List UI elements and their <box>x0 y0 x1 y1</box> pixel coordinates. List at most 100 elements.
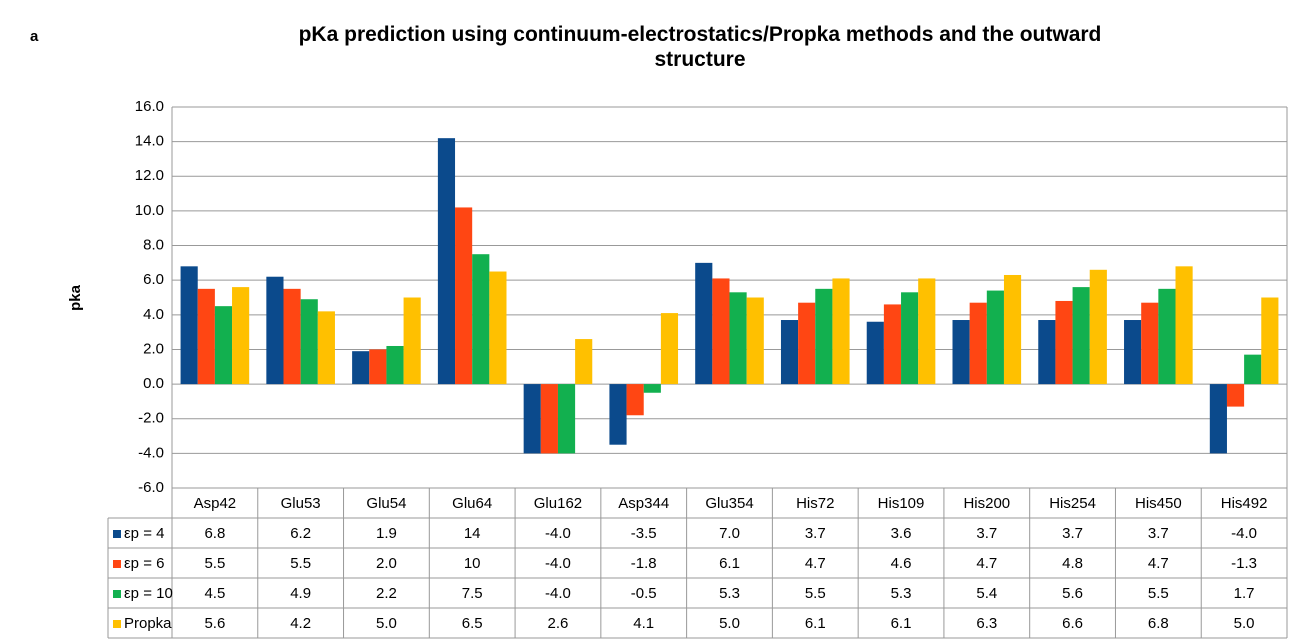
table-value: 5.6 <box>1062 585 1083 602</box>
table-value: -1.8 <box>631 555 657 572</box>
bar <box>197 288 215 385</box>
table-value: 4.7 <box>1148 555 1169 572</box>
x-tick-label: Glu354 <box>705 495 753 512</box>
bar <box>1226 384 1245 407</box>
y-tick-label: 4.0 <box>143 306 164 323</box>
y-tick-label: 14.0 <box>135 133 164 150</box>
bar <box>832 278 850 385</box>
bar <box>266 276 284 385</box>
bar <box>523 384 541 454</box>
x-tick-label: His492 <box>1221 495 1268 512</box>
table-value: -4.0 <box>545 525 571 542</box>
table-value: 5.5 <box>805 585 826 602</box>
bar <box>695 262 713 385</box>
table-value: 5.3 <box>891 585 912 602</box>
bar <box>1038 320 1056 385</box>
bar <box>660 313 679 385</box>
table-value: 3.7 <box>1148 525 1169 542</box>
bar <box>1089 269 1107 385</box>
bar <box>300 299 318 385</box>
table-value: 6.8 <box>1148 615 1169 632</box>
table-value: 4.1 <box>633 615 654 632</box>
bar <box>901 292 919 385</box>
y-tick-label: 6.0 <box>143 271 164 288</box>
x-tick-label: Asp42 <box>194 495 237 512</box>
bar <box>317 311 335 385</box>
table-value: -4.0 <box>1231 525 1257 542</box>
bar <box>214 306 233 385</box>
bar <box>1209 384 1227 454</box>
legend-label: εp = 10 <box>124 585 173 602</box>
bar <box>232 287 250 385</box>
table-value: -4.0 <box>545 585 571 602</box>
bar <box>729 292 747 385</box>
x-tick-label: Glu162 <box>534 495 582 512</box>
table-value: 5.5 <box>1148 585 1169 602</box>
table-value: -4.0 <box>545 555 571 572</box>
y-tick-label: 0.0 <box>143 375 164 392</box>
bar <box>557 384 576 454</box>
bar <box>352 351 370 385</box>
bar <box>1158 288 1176 385</box>
table-value: 6.1 <box>891 615 912 632</box>
bar <box>1003 274 1022 385</box>
chart-title: pKa prediction using continuum-electrost… <box>298 23 1102 71</box>
legend-label: εp = 6 <box>124 555 164 572</box>
table-value: 14 <box>464 525 481 542</box>
bar <box>1244 354 1262 385</box>
legend-swatch <box>113 620 121 628</box>
table-value: 6.1 <box>719 555 740 572</box>
x-tick-label: His200 <box>963 495 1010 512</box>
bar <box>386 345 404 385</box>
bar <box>883 304 902 385</box>
table-value: 3.7 <box>805 525 826 542</box>
x-tick-label: Asp344 <box>618 495 669 512</box>
table-value: 6.5 <box>462 615 483 632</box>
table-value: 5.3 <box>719 585 740 602</box>
bar <box>180 266 198 385</box>
table-value: 6.3 <box>976 615 997 632</box>
y-tick-label: 2.0 <box>143 340 164 357</box>
table-value: 2.0 <box>376 555 397 572</box>
x-tick-label: His109 <box>878 495 925 512</box>
legend-swatch <box>113 560 121 568</box>
bar <box>780 320 799 385</box>
table-value: 4.9 <box>290 585 311 602</box>
table-value: -0.5 <box>631 585 657 602</box>
x-tick-label: Glu53 <box>281 495 321 512</box>
table-value: -1.3 <box>1231 555 1257 572</box>
y-tick-label: 10.0 <box>135 202 164 219</box>
table-value: 6.1 <box>805 615 826 632</box>
legend-swatch <box>113 590 121 598</box>
bar <box>1141 302 1159 385</box>
table-value: 5.0 <box>1234 615 1255 632</box>
table-value: 7.5 <box>462 585 483 602</box>
table-value: 1.9 <box>376 525 397 542</box>
bar <box>369 349 387 385</box>
table-value: 4.7 <box>805 555 826 572</box>
bar <box>455 207 473 385</box>
y-axis-label: pka <box>67 284 84 311</box>
table-value: 2.6 <box>548 615 569 632</box>
table-value: 3.6 <box>891 525 912 542</box>
bar <box>575 339 593 385</box>
table-value: 5.5 <box>290 555 311 572</box>
bar <box>540 384 558 454</box>
y-tick-label: -2.0 <box>138 410 164 427</box>
bar <box>952 320 970 385</box>
table-value: 5.4 <box>976 585 997 602</box>
table-value: 5.5 <box>204 555 225 572</box>
bar <box>283 288 301 385</box>
bar <box>609 384 627 445</box>
x-tick-label: His72 <box>796 495 834 512</box>
bar <box>986 290 1004 385</box>
x-tick-label: Glu64 <box>452 495 492 512</box>
bar <box>403 297 421 385</box>
bar <box>489 271 507 385</box>
table-value: 4.8 <box>1062 555 1083 572</box>
table-value: 6.6 <box>1062 615 1083 632</box>
bar <box>918 278 936 385</box>
table-value: 4.5 <box>204 585 225 602</box>
